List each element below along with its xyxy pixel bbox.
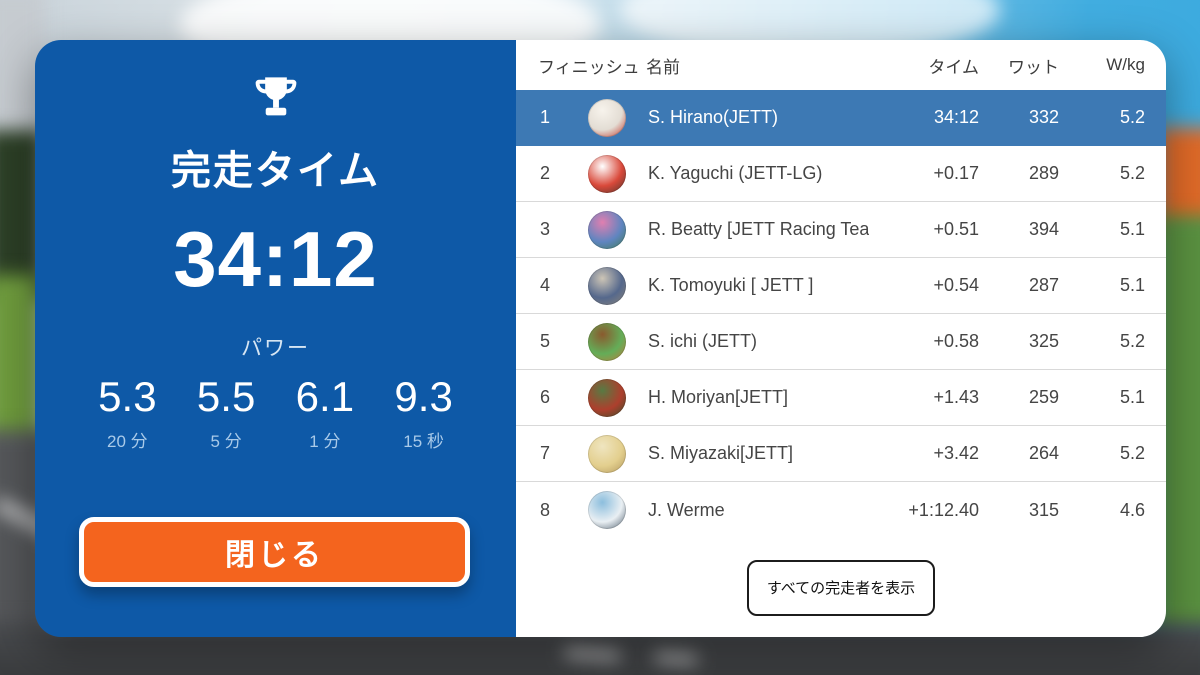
name-cell: S. ichi (JETT) [648, 331, 758, 351]
watts-cell: 287 [1028, 275, 1059, 295]
table-row[interactable]: 2 K. Yaguchi (JETT-LG) +0.17 289 5.2 [516, 146, 1166, 202]
time-cell: +0.58 [933, 331, 979, 351]
column-header-wkg: W/kg [1106, 55, 1145, 74]
table-header: フィニッシュ 名前 タイム ワット W/kg [516, 40, 1166, 90]
wkg-cell: 5.2 [1119, 163, 1145, 183]
wkg-cell: 5.1 [1119, 387, 1145, 407]
column-header-time: タイム [928, 57, 979, 77]
power-value: 5.3 [98, 373, 157, 420]
time-cell: +0.17 [933, 163, 979, 183]
avatar [588, 210, 626, 249]
power-duration-label: 1 分 [309, 432, 341, 452]
watts-cell: 289 [1028, 163, 1059, 183]
avatar [588, 154, 626, 193]
avatar [588, 322, 626, 361]
column-header-name: 名前 [646, 57, 680, 77]
power-value: 9.3 [394, 373, 453, 420]
results-rows: 1 S. Hirano(JETT) 34:12 332 5.2 2 K. Yag… [516, 90, 1166, 538]
name-cell: R. Beatty [JETT Racing Team] [648, 219, 869, 239]
wkg-cell: 4.6 [1119, 499, 1145, 520]
power-section-label: パワー [241, 337, 310, 360]
table-row[interactable]: 4 K. Tomoyuki [ JETT ] +0.54 287 5.1 [516, 258, 1166, 314]
column-header-watts: ワット [1008, 57, 1059, 77]
time-cell: 34:12 [933, 107, 979, 127]
name-cell: S. Miyazaki[JETT] [648, 443, 794, 463]
close-button[interactable]: 閉じる [79, 517, 470, 587]
rank-cell: 3 [540, 219, 551, 239]
wkg-cell: 5.1 [1119, 219, 1145, 239]
rank-cell: 1 [540, 107, 551, 127]
power-duration-label: 15 秒 [403, 432, 444, 452]
power-stat: 6.1 1 分 [276, 373, 375, 452]
name-cell: H. Moriyan[JETT] [648, 387, 789, 407]
table-footer: すべての完走者を表示 [516, 538, 1166, 637]
trophy-icon [255, 77, 296, 116]
table-row[interactable]: 5 S. ichi (JETT) +0.58 325 5.2 [516, 314, 1166, 370]
table-row[interactable]: 1 S. Hirano(JETT) 34:12 332 5.2 [516, 90, 1166, 146]
watts-cell: 332 [1028, 107, 1059, 127]
finish-time-title: 完走タイム [170, 149, 381, 193]
table-row[interactable]: 8 J. Werme +1:12.40 315 4.6 [516, 482, 1166, 538]
avatar [588, 98, 626, 137]
wkg-cell: 5.1 [1119, 275, 1145, 295]
time-cell: +1.43 [933, 387, 979, 407]
name-cell: S. Hirano(JETT) [648, 107, 779, 127]
rank-cell: 8 [540, 499, 551, 520]
avatar [588, 491, 626, 529]
power-stat: 5.5 5 分 [177, 373, 276, 452]
table-row[interactable]: 6 H. Moriyan[JETT] +1.43 259 5.1 [516, 370, 1166, 426]
time-cell: +1:12.40 [908, 499, 979, 520]
rank-cell: 6 [540, 387, 551, 407]
name-cell: J. Werme [648, 499, 725, 520]
name-cell: K. Tomoyuki [ JETT ] [648, 275, 814, 295]
power-stat: 5.3 20 分 [78, 373, 177, 452]
finish-time-value: 34:12 [173, 215, 378, 303]
watts-cell: 264 [1028, 443, 1059, 463]
column-header-finish: フィニッシュ [538, 57, 640, 77]
show-all-finishers-button[interactable]: すべての完走者を表示 [746, 559, 936, 616]
wkg-cell: 5.2 [1119, 331, 1145, 351]
power-stats: 5.3 20 分 5.5 5 分 6.1 1 分 9.3 15 秒 [78, 373, 473, 452]
finish-summary-panel: 完走タイム 34:12 パワー 5.3 20 分 5.5 5 分 6.1 1 分… [35, 40, 516, 637]
avatar [588, 266, 626, 305]
watts-cell: 315 [1028, 499, 1059, 520]
power-value: 5.5 [196, 373, 256, 420]
grass-left-blur [0, 275, 40, 450]
avatar [588, 434, 626, 473]
results-table-panel: フィニッシュ 名前 タイム ワット W/kg 1 S. Hirano(JETT)… [516, 40, 1166, 637]
table-row[interactable]: 3 R. Beatty [JETT Racing Team] +0.51 394… [516, 202, 1166, 258]
power-duration-label: 5 分 [210, 432, 242, 452]
time-cell: +0.51 [933, 219, 979, 239]
time-cell: +3.42 [933, 443, 979, 463]
name-cell: K. Yaguchi (JETT-LG) [648, 163, 823, 183]
time-cell: +0.54 [933, 275, 979, 295]
rank-cell: 2 [540, 163, 551, 183]
power-duration-label: 20 分 [107, 432, 148, 452]
wkg-cell: 5.2 [1119, 107, 1145, 127]
watts-cell: 394 [1028, 219, 1059, 239]
power-stat: 9.3 15 秒 [374, 373, 473, 452]
race-results-dialog: 完走タイム 34:12 パワー 5.3 20 分 5.5 5 分 6.1 1 分… [35, 40, 1166, 637]
avatar [588, 378, 626, 417]
table-row[interactable]: 7 S. Miyazaki[JETT] +3.42 264 5.2 [516, 426, 1166, 482]
watts-cell: 325 [1028, 331, 1059, 351]
wkg-cell: 5.2 [1119, 443, 1145, 463]
rank-cell: 5 [540, 331, 551, 351]
watts-cell: 259 [1028, 387, 1059, 407]
rank-cell: 7 [540, 443, 551, 463]
power-value: 6.1 [295, 373, 355, 420]
rank-cell: 4 [540, 275, 551, 295]
